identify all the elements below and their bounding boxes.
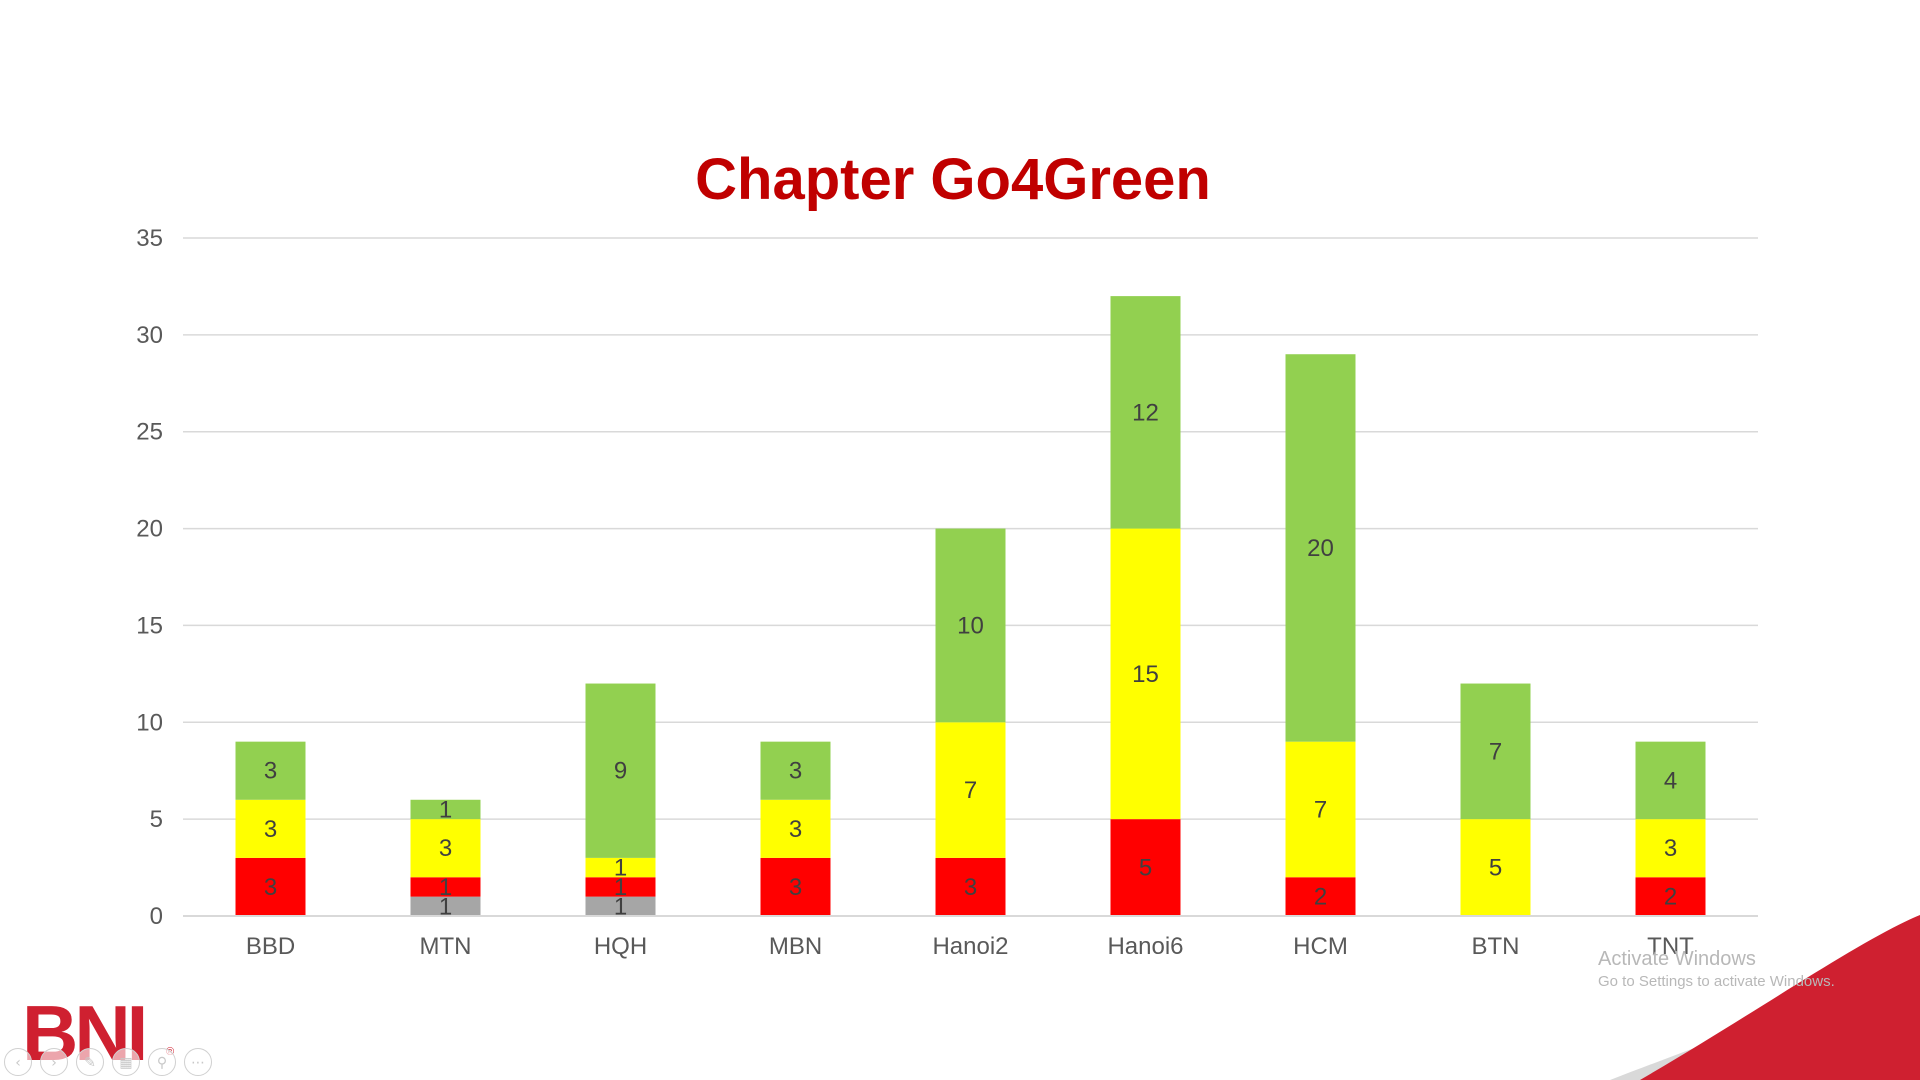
- data-label: 2: [1664, 884, 1677, 911]
- data-label: 3: [264, 874, 277, 901]
- bar-segment: [585, 877, 656, 897]
- data-label: 10: [957, 612, 984, 639]
- x-category-label: TNT: [1647, 933, 1694, 960]
- x-category-label: HQH: [594, 933, 647, 960]
- data-label: 3: [439, 835, 452, 862]
- data-label: 1: [439, 874, 452, 901]
- y-tick-label: 30: [136, 322, 163, 349]
- next-slide-icon[interactable]: ›: [40, 1048, 68, 1076]
- y-tick-label: 20: [136, 516, 163, 543]
- data-label: 1: [439, 893, 452, 920]
- data-label: 3: [264, 758, 277, 785]
- pen-icon[interactable]: ✎: [76, 1048, 104, 1076]
- data-label: 9: [614, 758, 627, 785]
- data-label: 5: [1489, 855, 1502, 882]
- y-tick-label: 35: [136, 225, 163, 252]
- data-label: 3: [789, 816, 802, 843]
- data-label: 7: [1314, 796, 1327, 823]
- chart: 05101520253035333BBD1131MTN1119HQH333MBN…: [136, 225, 1758, 960]
- x-category-label: BBD: [246, 933, 295, 960]
- activate-windows-watermark: Activate Windows Go to Settings to activ…: [1598, 946, 1835, 992]
- bar-segment: [1285, 354, 1356, 742]
- x-category-label: MBN: [769, 933, 822, 960]
- data-label: 3: [964, 874, 977, 901]
- bar-segment: [410, 799, 481, 820]
- y-tick-label: 5: [150, 806, 163, 833]
- x-category-label: Hanoi6: [1107, 933, 1183, 960]
- bar-segment: [235, 857, 306, 916]
- bar-segment: [935, 528, 1006, 723]
- zoom-icon[interactable]: ⚲: [148, 1048, 176, 1076]
- slides-grid-icon[interactable]: ▦: [112, 1048, 140, 1076]
- x-category-label: Hanoi2: [932, 933, 1008, 960]
- bar-segment: [760, 857, 831, 916]
- bar-segment: [1460, 683, 1531, 820]
- bar-segment: [585, 857, 656, 878]
- data-label: 5: [1139, 855, 1152, 882]
- chart-title: Chapter Go4Green: [695, 147, 1211, 212]
- bar-segment: [935, 857, 1006, 916]
- data-label: 7: [964, 777, 977, 804]
- bar-segment: [585, 896, 656, 916]
- data-label: 2: [1314, 884, 1327, 911]
- data-label: 7: [1489, 738, 1502, 765]
- bar-segment: [235, 741, 306, 800]
- data-label: 3: [264, 816, 277, 843]
- bar-segment: [1635, 741, 1706, 820]
- data-label: 3: [1664, 835, 1677, 862]
- data-label: 4: [1664, 767, 1677, 794]
- more-options-icon[interactable]: ⋯: [184, 1048, 212, 1076]
- bar-segment: [1110, 296, 1181, 529]
- bar-segment: [410, 896, 481, 916]
- data-label: 3: [789, 758, 802, 785]
- activate-windows-subtitle: Go to Settings to activate Windows.: [1598, 973, 1835, 990]
- bar-segment: [1110, 528, 1181, 820]
- bar-segment: [760, 741, 831, 800]
- presenter-toolbar: ‹ › ✎ ▦ ⚲ ⋯: [4, 1048, 212, 1076]
- data-label: 15: [1132, 661, 1159, 688]
- y-tick-label: 25: [136, 419, 163, 446]
- data-label: 1: [614, 855, 627, 882]
- x-category-label: BTN: [1472, 933, 1520, 960]
- x-category-label: HCM: [1293, 933, 1348, 960]
- bar-segment: [1285, 877, 1356, 916]
- y-tick-label: 0: [150, 903, 163, 930]
- bar-segment: [760, 799, 831, 858]
- previous-slide-icon[interactable]: ‹: [4, 1048, 32, 1076]
- data-label: 12: [1132, 399, 1159, 426]
- swoosh-red: [1640, 915, 1920, 1080]
- data-label: 1: [614, 874, 627, 901]
- data-label: 20: [1307, 535, 1334, 562]
- data-label: 3: [789, 874, 802, 901]
- bar-segment: [1110, 819, 1181, 916]
- bar-segment: [1635, 819, 1706, 878]
- bar-segment: [1285, 741, 1356, 878]
- data-label: 1: [614, 893, 627, 920]
- y-tick-label: 15: [136, 612, 163, 639]
- y-tick-label: 10: [136, 709, 163, 736]
- bar-segment: [410, 877, 481, 897]
- bar-segment: [1460, 819, 1531, 916]
- bar-segment: [935, 722, 1006, 858]
- data-label: 1: [439, 796, 452, 823]
- bar-segment: [585, 683, 656, 858]
- bar-segment: [235, 799, 306, 858]
- activate-windows-title: Activate Windows: [1598, 948, 1756, 970]
- x-category-label: MTN: [420, 933, 472, 960]
- bar-segment: [1635, 877, 1706, 916]
- bar-segment: [410, 819, 481, 878]
